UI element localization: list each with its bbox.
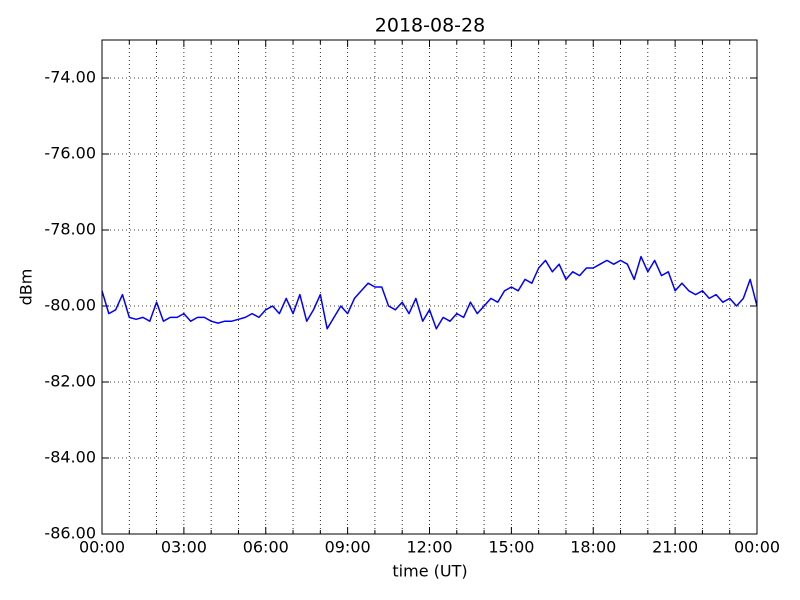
- x-tick-label: 03:00: [161, 538, 207, 557]
- y-tick-label: -84.00: [44, 448, 96, 467]
- y-tick-label: -76.00: [44, 144, 96, 163]
- x-tick-label: 21:00: [652, 538, 698, 557]
- y-tick-label: -82.00: [44, 372, 96, 391]
- y-tick-label: -86.00: [44, 524, 96, 543]
- data-line: [101, 255, 758, 330]
- x-tick-label: 18:00: [570, 538, 616, 557]
- x-tick-label: 15:00: [488, 538, 534, 557]
- x-tick-label: 09:00: [325, 538, 371, 557]
- y-tick-label: -78.00: [44, 220, 96, 239]
- y-tick-label: -74.00: [44, 68, 96, 87]
- x-tick-label: 00:00: [734, 538, 780, 557]
- y-axis-label: dBm: [17, 269, 36, 306]
- chart-title: 2018-08-28: [375, 15, 485, 37]
- x-tick-label: 00:00: [79, 538, 125, 557]
- plot-frame: [101, 39, 758, 535]
- x-tick-label: 12:00: [406, 538, 452, 557]
- x-tick-label: 06:00: [243, 538, 289, 557]
- y-tick-label: -80.00: [44, 296, 96, 315]
- x-axis-label: time (UT): [392, 562, 467, 581]
